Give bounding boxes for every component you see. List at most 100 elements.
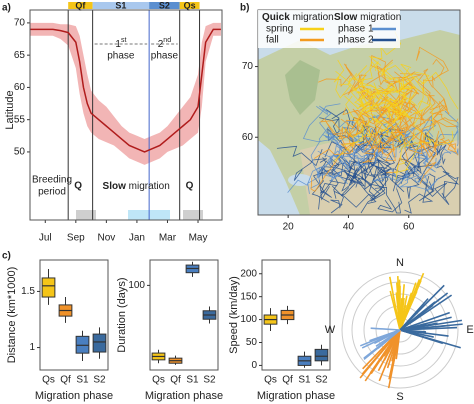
track — [395, 132, 417, 181]
x-tick-label: Qf — [282, 375, 293, 386]
x-tick-label: S1 — [298, 375, 311, 386]
y-tick-label: 100 — [128, 280, 145, 291]
x-tick-label: Jan — [129, 233, 145, 244]
track — [354, 95, 397, 108]
phase-annotation: phase — [151, 51, 179, 62]
track — [327, 150, 350, 185]
track — [384, 165, 416, 187]
direction-label: S — [396, 391, 403, 403]
track — [344, 95, 379, 122]
phase-annotation: phase — [107, 51, 135, 62]
track — [347, 109, 371, 137]
y-tick-label: 60 — [242, 132, 254, 143]
track — [404, 187, 434, 214]
y-tick-label: 100 — [240, 314, 257, 325]
bold-word: Slow — [334, 12, 358, 23]
rose-spoke — [369, 329, 401, 374]
x-tick-label: S1 — [186, 375, 199, 386]
track — [310, 141, 355, 192]
breeding-label: Breeding — [32, 175, 72, 186]
track — [379, 129, 417, 147]
y-tick-label: 60 — [14, 82, 26, 93]
q-label: Q — [186, 181, 194, 192]
panel-label: b) — [240, 3, 249, 14]
track — [355, 101, 395, 136]
legend-label: spring — [266, 24, 293, 35]
track — [360, 176, 381, 214]
legend-title: Slow migration — [334, 12, 401, 23]
bold-word: Slow — [103, 181, 127, 192]
track — [312, 169, 338, 194]
x-tick-label: S2 — [203, 375, 216, 386]
word: migration — [290, 12, 334, 23]
x-tick-label: S2 — [93, 375, 106, 386]
box — [41, 277, 56, 298]
x-tick-label: 20 — [283, 222, 295, 233]
x-tick-label: Qs — [264, 375, 277, 386]
rose-spoke — [399, 304, 426, 331]
x-tick-label: 40 — [343, 222, 355, 233]
plot-frame — [149, 259, 219, 371]
track — [372, 169, 409, 182]
legend-title: Quick migration — [262, 12, 334, 23]
track — [377, 188, 403, 213]
rose-spoke — [399, 323, 463, 331]
track — [435, 148, 459, 168]
x-tick-label: Qs — [42, 375, 55, 386]
box — [92, 333, 107, 353]
direction-label: N — [396, 257, 404, 269]
track — [293, 158, 327, 181]
period-box — [76, 210, 96, 220]
track — [395, 165, 420, 188]
legend-label: phase 1 — [338, 24, 374, 35]
x-tick-label: Qf — [170, 375, 181, 386]
phase-label: Qf — [75, 0, 86, 10]
phase-bar — [149, 2, 180, 9]
x-tick-label: S2 — [315, 375, 328, 386]
track — [334, 146, 380, 158]
track — [302, 103, 341, 143]
x-tick-label: Sep — [67, 233, 85, 244]
track — [396, 79, 419, 103]
track — [416, 46, 449, 77]
track — [414, 171, 431, 183]
track — [388, 94, 410, 133]
track — [384, 141, 408, 162]
period-box — [183, 210, 203, 220]
y-axis-label: Latitude — [4, 90, 16, 129]
word: migration — [126, 181, 170, 192]
track — [346, 132, 365, 154]
y-axis-label: Distance (km*1000) — [6, 267, 18, 364]
track — [318, 64, 353, 88]
track — [330, 185, 344, 214]
legend-label: fall — [266, 35, 279, 46]
sea — [288, 174, 312, 186]
rose-spoke — [399, 329, 449, 337]
track — [342, 107, 366, 124]
track — [353, 65, 383, 113]
track — [358, 60, 383, 94]
track — [366, 59, 396, 88]
track — [333, 59, 351, 99]
y-tick-label: 65 — [14, 50, 26, 61]
track — [353, 117, 374, 142]
rose-spoke — [399, 297, 405, 331]
panel-label: a) — [2, 3, 11, 14]
phase-label: S2 — [159, 0, 170, 10]
track — [422, 150, 441, 173]
track — [319, 118, 347, 138]
track — [384, 64, 416, 91]
rose-spoke — [399, 311, 450, 331]
x-tick-label: May — [189, 233, 208, 244]
track — [340, 169, 357, 196]
track — [332, 118, 390, 163]
track — [342, 113, 375, 138]
track — [310, 126, 335, 177]
x-tick-label: Nov — [97, 233, 115, 244]
track — [415, 87, 431, 115]
direction-label: E — [466, 324, 473, 336]
track — [357, 76, 376, 103]
track — [436, 165, 460, 198]
track — [393, 132, 431, 174]
